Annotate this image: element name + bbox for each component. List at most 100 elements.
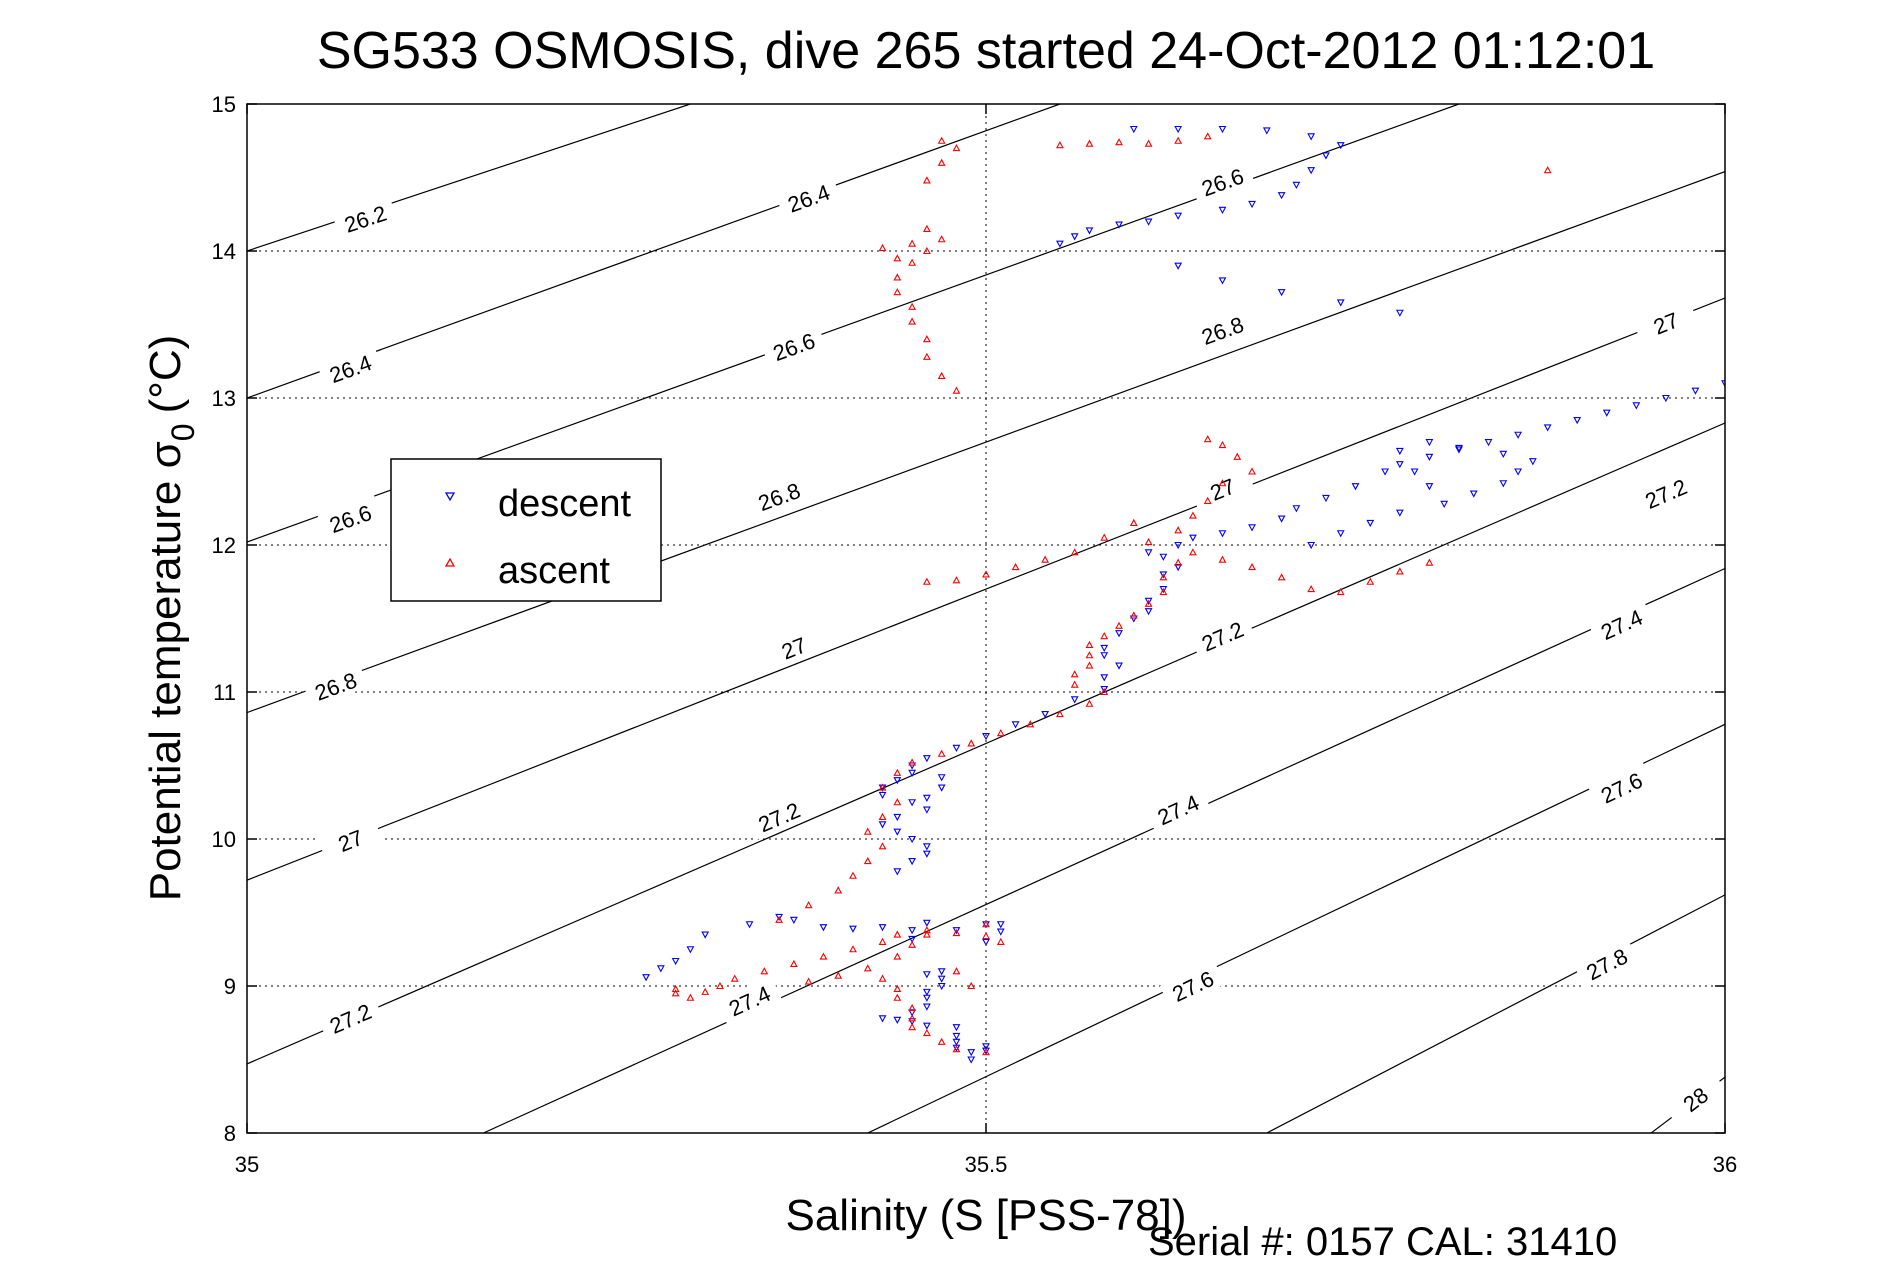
data-point-ascent (1543, 166, 1552, 174)
data-point-ascent (922, 352, 931, 360)
isopycnal-label-bg (746, 473, 812, 519)
data-point-ascent (893, 798, 902, 806)
data-point-descent (1366, 519, 1375, 528)
data-point-descent (908, 769, 917, 777)
isopycnal-label-bg (716, 975, 782, 1025)
isopycnal-label: 27 (317, 816, 383, 863)
data-point-ascent (878, 783, 887, 791)
data-point-descent (1159, 571, 1168, 579)
data-point-descent (922, 919, 931, 927)
data-point-ascent (760, 967, 769, 975)
data-point-descent (1322, 152, 1330, 160)
isopycnal-label-bg (775, 174, 841, 220)
data-point-ascent (878, 842, 887, 850)
data-point-ascent (730, 974, 739, 982)
data-point-ascent (863, 964, 872, 972)
data-point-ascent (1115, 621, 1123, 629)
data-point-ascent (922, 930, 931, 938)
data-point-descent (878, 1015, 887, 1023)
data-point-ascent (878, 812, 887, 821)
isopycnal-label-bg (317, 816, 383, 863)
data-point-ascent (908, 940, 917, 948)
data-point-ascent (952, 1045, 961, 1053)
data-point-descent (1661, 394, 1670, 403)
data-point-ascent (863, 827, 872, 835)
data-point-descent (908, 762, 917, 770)
data-point-ascent (1144, 599, 1153, 607)
data-point-ascent (1055, 141, 1064, 149)
y-tick-label: 11 (213, 680, 236, 705)
data-point-descent (1174, 212, 1183, 220)
data-point-descent (1336, 299, 1345, 307)
data-point-ascent (1188, 511, 1197, 519)
data-point-descent (775, 913, 784, 922)
x-tick-label: 35 (235, 1152, 259, 1177)
isopycnal-label-bg (1588, 762, 1654, 812)
isopycnal-label-bg (1588, 599, 1654, 648)
data-point-descent (1499, 450, 1508, 459)
data-point-descent (1144, 549, 1153, 557)
data-point-descent (642, 974, 650, 982)
data-point-ascent (937, 136, 946, 144)
data-point-descent (1277, 289, 1286, 297)
data-point-descent (1721, 380, 1725, 388)
data-point-descent (1115, 221, 1123, 229)
data-point-descent (1322, 494, 1330, 503)
data-point-descent (937, 982, 946, 991)
data-point-descent (878, 791, 887, 800)
chart-title: SG533 OSMOSIS, dive 265 started 24-Oct-2… (317, 22, 1655, 80)
data-point-descent (1100, 686, 1109, 694)
data-point-descent (937, 968, 946, 976)
data-point-ascent (716, 981, 724, 990)
isopycnal-label-bg (317, 495, 383, 541)
isopycnal-label-bg (1632, 468, 1699, 517)
data-point-ascent (1055, 709, 1064, 718)
data-point-ascent (1100, 687, 1109, 696)
data-point-ascent (819, 952, 828, 960)
isopycnal-label-bg (332, 195, 398, 240)
isopycnal-label: 27.6 (1159, 960, 1226, 1010)
data-point-ascent (1203, 132, 1212, 140)
data-point-ascent (1248, 467, 1256, 475)
data-point-descent (1484, 439, 1493, 447)
isopycnal-label: 27.8 (1573, 937, 1639, 989)
data-point-descent (1307, 541, 1316, 550)
data-point-ascent (1070, 680, 1079, 688)
data-point-descent (1602, 409, 1611, 417)
data-point-descent (1070, 233, 1079, 241)
isopycnal-label-bg (1189, 465, 1255, 512)
isopycnal-label-bg (1632, 299, 1699, 346)
data-point-descent (1425, 453, 1434, 461)
data-point-descent (745, 921, 754, 929)
legend-descent-marker (444, 492, 456, 502)
data-point-ascent (982, 920, 990, 928)
y-tick-label: 14 (212, 239, 236, 264)
data-point-descent (701, 931, 710, 939)
data-point-descent (908, 935, 917, 944)
isopycnal-label: 26.6 (317, 495, 383, 541)
data-point-ascent (804, 977, 813, 985)
data-point-ascent (1174, 558, 1183, 566)
data-point-descent (1085, 227, 1094, 235)
data-point-descent (893, 828, 902, 836)
data-point-ascent (1085, 661, 1094, 669)
data-point-ascent (893, 254, 902, 262)
data-point-descent (849, 925, 857, 933)
data-point-ascent (1026, 720, 1035, 728)
data-point-descent (1395, 461, 1404, 469)
data-point-descent (893, 777, 902, 785)
data-point-descent (1129, 615, 1138, 623)
data-point-ascent (1041, 555, 1050, 563)
data-point-descent (922, 971, 931, 979)
data-point-ascent (834, 971, 843, 979)
isopycnal-label-bg (1573, 937, 1639, 989)
data-point-descent (1159, 553, 1168, 561)
data-point-descent (1248, 524, 1256, 532)
data-point-descent (952, 1024, 961, 1032)
isopycnal-label: 27 (1632, 299, 1699, 346)
data-point-ascent (1144, 537, 1153, 546)
data-point-descent (922, 843, 931, 851)
data-point-descent (1455, 446, 1463, 454)
data-point-descent (671, 957, 680, 966)
